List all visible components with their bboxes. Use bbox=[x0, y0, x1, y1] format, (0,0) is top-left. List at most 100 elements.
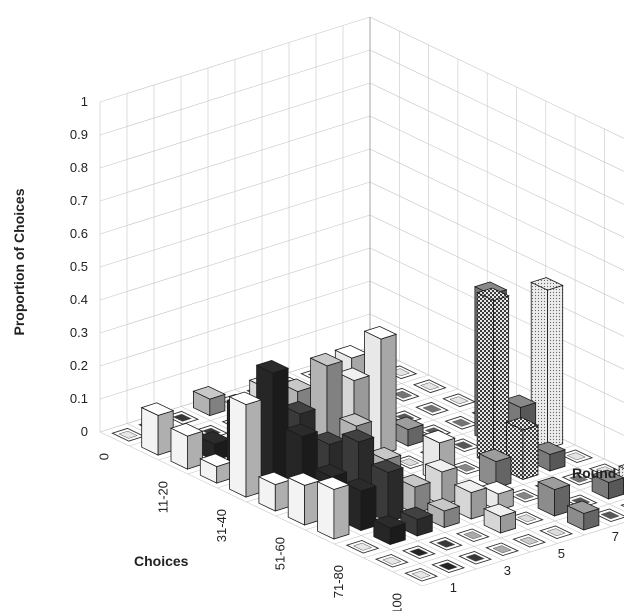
bar-top-face bbox=[169, 422, 204, 437]
floor-tile-inner bbox=[352, 542, 373, 551]
bar-side-face bbox=[522, 424, 539, 481]
bar-top-face bbox=[338, 413, 373, 427]
y-tick-label: 0.9 bbox=[70, 127, 88, 142]
bar-top-face bbox=[282, 400, 317, 415]
choice-tick-label: 0 bbox=[97, 453, 112, 460]
bar-top-face bbox=[426, 498, 461, 512]
bar bbox=[169, 422, 204, 470]
floor-tile-inner bbox=[449, 396, 469, 405]
floor-tile-inner bbox=[465, 553, 485, 562]
bar-top-face bbox=[343, 477, 378, 492]
floor-tile-inner bbox=[514, 491, 535, 500]
back-wall-gridline bbox=[369, 148, 624, 271]
y-tick-label: 0.7 bbox=[70, 193, 88, 208]
back-wall-gridline bbox=[369, 181, 624, 304]
floor-tile-inner bbox=[453, 441, 474, 450]
bar bbox=[483, 503, 517, 534]
y-tick-label: 0.3 bbox=[70, 325, 88, 340]
y-tick-label: 1 bbox=[81, 94, 88, 109]
y-tick-label: 0.8 bbox=[70, 160, 88, 175]
bar-top-face bbox=[309, 352, 344, 367]
bar-top-face bbox=[530, 277, 564, 291]
choice-tick-label: 51-60 bbox=[272, 537, 287, 570]
floor-tile-inner bbox=[409, 548, 429, 557]
round-tick-label: 3 bbox=[504, 563, 511, 578]
bar-top-face bbox=[228, 391, 263, 406]
floor-tile-inner bbox=[600, 511, 620, 520]
floor-tile-inner bbox=[546, 528, 566, 537]
bar-top-face bbox=[478, 448, 513, 463]
floor-tile-inner bbox=[420, 382, 440, 391]
bar-top-face bbox=[370, 459, 405, 473]
grid-layer bbox=[99, 16, 624, 587]
round-tick-label: 5 bbox=[558, 546, 565, 561]
floor-tile-inner bbox=[456, 463, 476, 472]
bar-top-face bbox=[255, 359, 290, 374]
back-wall-gridline bbox=[369, 16, 624, 139]
bar-top-face bbox=[336, 367, 371, 382]
bar-top-face bbox=[505, 417, 540, 431]
y-tick-label: 0.4 bbox=[70, 292, 88, 307]
bar-top-face bbox=[476, 287, 510, 301]
round-axis-title: Round bbox=[572, 465, 616, 481]
floor-tile-inner bbox=[492, 545, 512, 554]
bar-top-face bbox=[316, 476, 351, 490]
floor-tile-inner bbox=[519, 536, 539, 545]
bar-front-face bbox=[287, 476, 306, 526]
labels-layer: 0 0.1 0.2 0.3 0.4 0.5 0.6 0.7 0.8 0.9 1 0 11-20 31-40… bbox=[70, 94, 619, 611]
floor-gridline bbox=[99, 431, 423, 587]
choice-tick-label: 11-20 bbox=[155, 481, 170, 513]
y-tick-label: 0.6 bbox=[70, 226, 88, 241]
bar-top-face bbox=[397, 474, 432, 488]
bars-layer bbox=[111, 277, 624, 582]
bar bbox=[372, 515, 407, 546]
y-tick-label: 0.1 bbox=[70, 391, 88, 406]
bar bbox=[478, 448, 513, 489]
floor-tile-inner bbox=[422, 404, 442, 413]
choice-tick-label: 91-100 bbox=[390, 593, 405, 611]
bar-front-face bbox=[141, 406, 159, 456]
bar-top-face bbox=[480, 481, 515, 495]
bar-top-face bbox=[537, 476, 571, 491]
floor-tile-inner bbox=[172, 413, 192, 422]
bar-top-face bbox=[483, 503, 517, 517]
bar-top-face bbox=[363, 325, 398, 340]
floor-tile-inner bbox=[118, 430, 138, 439]
y-tick-label: 0.5 bbox=[70, 259, 88, 274]
floor-tile-inner bbox=[568, 474, 589, 483]
back-wall-gridline bbox=[369, 49, 624, 172]
choice-tick-label: 31-40 bbox=[214, 509, 229, 542]
floor-tile-empty bbox=[620, 503, 624, 507]
bar bbox=[228, 391, 263, 498]
bar-top-face bbox=[368, 446, 402, 461]
y-tick-label: 0 bbox=[81, 424, 88, 439]
floor-tile-inner bbox=[393, 390, 413, 399]
bar-top-face bbox=[503, 394, 537, 408]
y-tick-label: 0.2 bbox=[70, 358, 88, 373]
bar bbox=[257, 471, 292, 512]
bar-top-face bbox=[314, 463, 348, 478]
bar bbox=[591, 469, 624, 500]
bar-top-face bbox=[284, 423, 319, 437]
bar bbox=[537, 476, 571, 517]
bar-side-face bbox=[380, 333, 397, 456]
y-axis-title: Proportion of Choices bbox=[11, 188, 27, 335]
bar-side-face bbox=[333, 484, 350, 540]
floor-tile-inner bbox=[382, 556, 402, 565]
floor-tile-inner bbox=[463, 531, 483, 540]
bar bbox=[453, 479, 488, 520]
bar-top-face bbox=[422, 429, 456, 444]
bar-top-face bbox=[372, 515, 407, 529]
floor-tile-inner bbox=[399, 458, 420, 467]
bar-top-face bbox=[424, 459, 459, 473]
floor-tile-inner bbox=[438, 562, 458, 571]
bar-top-face bbox=[399, 506, 434, 520]
bar-side-face bbox=[547, 284, 564, 450]
bar-front-face bbox=[229, 396, 247, 498]
floor-tile-inner bbox=[411, 570, 431, 579]
bar-top-face bbox=[390, 416, 425, 431]
bar bbox=[192, 385, 226, 417]
round-tick-label: 7 bbox=[612, 529, 619, 544]
